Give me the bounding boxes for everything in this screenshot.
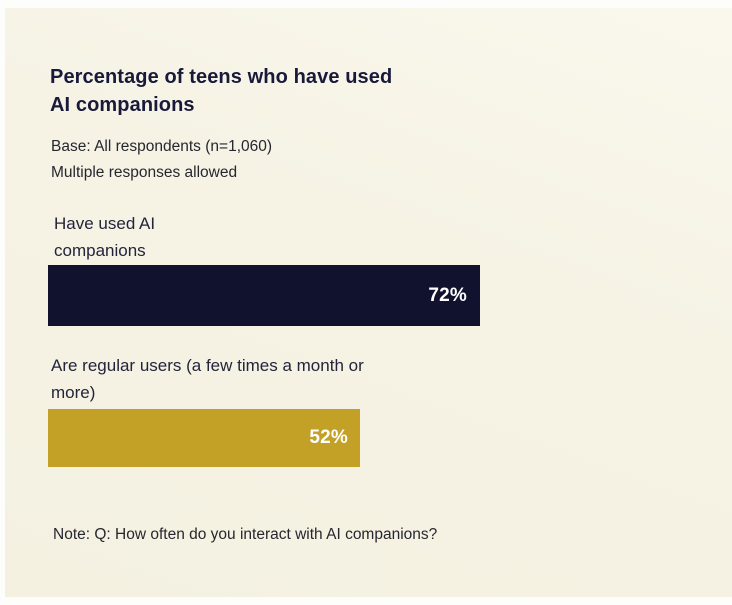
bar-label-regular-users: Are regular users (a few times a month o…	[51, 352, 491, 406]
bar-value-regular-users: 52%	[309, 427, 348, 448]
bar-label-regular-users-line1: Are regular users (a few times a month o…	[51, 356, 364, 375]
bar-have-used: 72%	[48, 265, 480, 326]
bar-regular-users: 52%	[48, 409, 360, 467]
bar-label-have-used-line2: companions	[54, 241, 146, 260]
chart-title: Percentage of teens who have used AI com…	[50, 63, 392, 119]
chart-title-line2: AI companions	[50, 94, 195, 116]
chart-title-line1: Percentage of teens who have used	[50, 66, 393, 88]
chart-footnote: Note: Q: How often do you interact with …	[53, 526, 438, 543]
bar-value-have-used: 72%	[428, 284, 467, 306]
bar-label-have-used: Have used AI companions	[54, 210, 474, 264]
base-note-line1: Base: All respondents (n=1,060)	[51, 138, 273, 155]
bar-label-regular-users-line2: more)	[51, 383, 96, 402]
base-note-line2: Multiple responses allowed	[51, 164, 238, 181]
chart-base-note: Base: All respondents (n=1,060) Multiple…	[51, 134, 272, 186]
chart-panel: Percentage of teens who have used AI com…	[5, 8, 732, 597]
bar-label-have-used-line1: Have used AI	[54, 214, 156, 233]
